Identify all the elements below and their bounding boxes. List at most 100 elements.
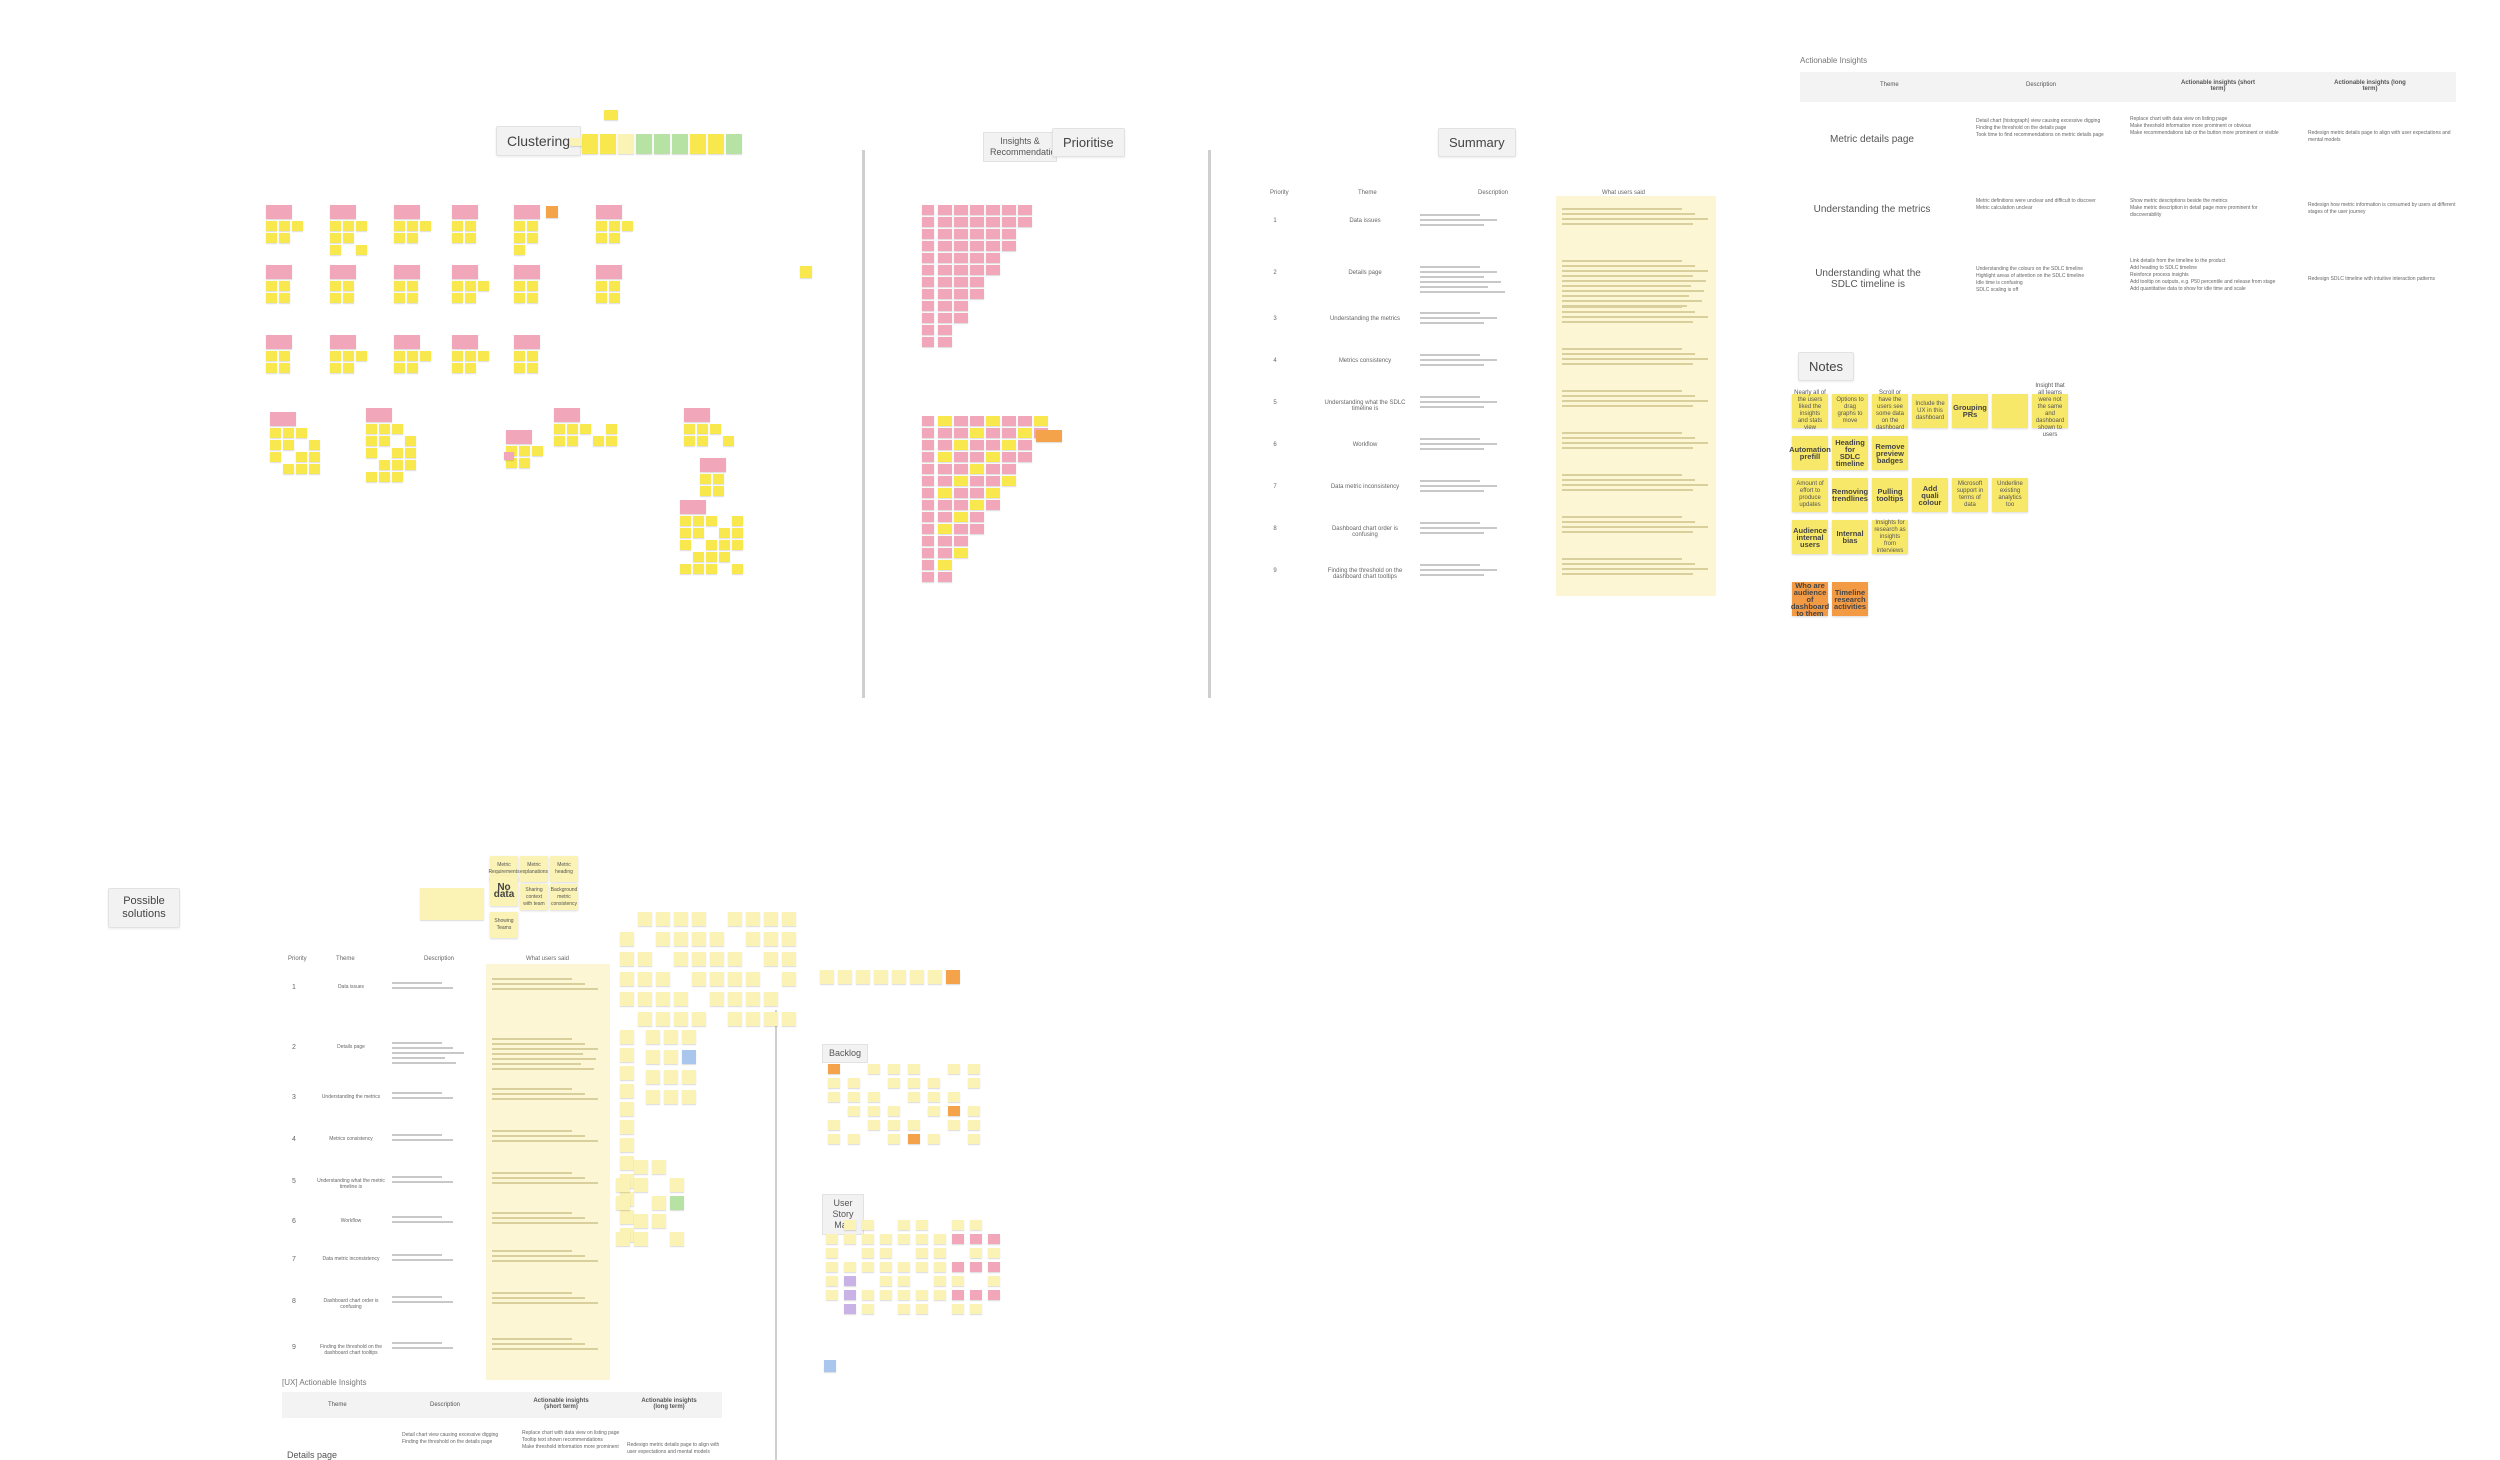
cluster-note[interactable] (697, 436, 708, 446)
cluster-note[interactable] (609, 221, 620, 231)
cluster-note[interactable] (266, 221, 277, 231)
prioritise-note[interactable] (922, 325, 934, 335)
prioritise-note[interactable] (954, 488, 968, 498)
prioritise-note[interactable] (922, 500, 934, 510)
cluster-note[interactable] (596, 221, 607, 231)
solution-note[interactable] (646, 1030, 660, 1044)
cluster-header[interactable] (270, 412, 296, 426)
cluster-note[interactable] (706, 540, 717, 550)
story-map-note[interactable] (880, 1248, 892, 1258)
notes-sticky[interactable]: Underline existing analytics too (1992, 478, 2028, 512)
solution-note[interactable] (670, 1232, 684, 1246)
story-map-note[interactable] (880, 1290, 892, 1300)
cluster-note[interactable] (693, 516, 704, 526)
prioritise-note[interactable] (986, 205, 1000, 215)
solution-note[interactable] (746, 932, 760, 946)
cluster-note[interactable] (465, 293, 476, 303)
story-map-note[interactable] (952, 1234, 964, 1244)
solution-note[interactable] (620, 952, 634, 966)
cluster-note[interactable] (366, 436, 377, 446)
story-map-note[interactable] (862, 1234, 874, 1244)
cluster-note[interactable] (379, 472, 390, 482)
story-map-note[interactable] (826, 1248, 838, 1258)
prioritise-note[interactable] (970, 241, 984, 251)
solution-note[interactable] (874, 970, 888, 984)
prioritise-note[interactable] (954, 464, 968, 474)
cluster-note[interactable] (514, 293, 525, 303)
prioritise-note[interactable] (938, 548, 952, 558)
backlog-note[interactable] (828, 1120, 840, 1130)
solution-note[interactable] (674, 932, 688, 946)
cluster-note[interactable] (609, 233, 620, 243)
prioritise-note[interactable] (938, 337, 952, 347)
solution-top-note[interactable]: Background metric consistency (550, 884, 578, 910)
prioritise-note[interactable] (954, 289, 968, 299)
cluster-note[interactable] (706, 564, 717, 574)
prioritise-note[interactable] (938, 265, 952, 275)
prioritise-note[interactable] (954, 205, 968, 215)
story-map-note[interactable] (826, 1290, 838, 1300)
solution-note[interactable] (652, 1214, 666, 1228)
story-map-note[interactable] (862, 1220, 874, 1230)
cluster-note[interactable] (693, 528, 704, 538)
cluster-note[interactable] (309, 464, 320, 474)
backlog-note[interactable] (848, 1078, 860, 1088)
cluster-note[interactable] (392, 460, 403, 470)
prioritise-note[interactable] (922, 217, 934, 227)
cluster-note[interactable] (452, 363, 463, 373)
backlog-note[interactable] (908, 1134, 920, 1144)
prioritise-note[interactable] (938, 205, 952, 215)
solution-note[interactable] (682, 1070, 696, 1084)
prioritise-note[interactable] (986, 428, 1000, 438)
prioritise-note[interactable] (986, 265, 1000, 275)
solution-note[interactable] (638, 952, 652, 966)
cluster-header[interactable] (680, 500, 706, 514)
story-map-note[interactable] (934, 1248, 946, 1258)
backlog-note[interactable] (948, 1092, 960, 1102)
solution-note[interactable] (820, 970, 834, 984)
cluster-note[interactable] (343, 351, 354, 361)
cluster-note[interactable] (343, 363, 354, 373)
story-map-note[interactable] (898, 1262, 910, 1272)
cluster-note[interactable] (700, 486, 711, 496)
cluster-note[interactable] (379, 460, 390, 470)
cluster-note[interactable] (684, 424, 695, 434)
cluster-note[interactable] (330, 245, 341, 255)
prioritise-note[interactable] (1018, 428, 1032, 438)
cluster-note[interactable] (706, 516, 717, 526)
backlog-note[interactable] (868, 1092, 880, 1102)
prioritise-note[interactable] (1018, 205, 1032, 215)
backlog-note[interactable] (968, 1106, 980, 1116)
cluster-note[interactable] (356, 221, 367, 231)
solution-note[interactable] (728, 992, 742, 1006)
cluster-note[interactable] (684, 436, 695, 446)
cluster-header[interactable] (266, 205, 292, 219)
cluster-header[interactable] (452, 265, 478, 279)
cluster-note[interactable] (356, 351, 367, 361)
story-map-note[interactable] (952, 1304, 964, 1314)
prioritise-note[interactable] (954, 476, 968, 486)
prioritise-note[interactable] (1036, 430, 1062, 442)
backlog-note[interactable] (908, 1120, 920, 1130)
strip-note[interactable] (636, 134, 652, 154)
backlog-note[interactable] (848, 1106, 860, 1116)
prioritise-note[interactable] (1018, 452, 1032, 462)
notes-sticky[interactable]: Remove preview badges (1872, 436, 1908, 470)
notes-sticky-orange[interactable]: Timeline research activities (1832, 582, 1868, 616)
prioritise-note[interactable] (938, 488, 952, 498)
prioritise-note[interactable] (1018, 440, 1032, 450)
prioritise-note[interactable] (1002, 416, 1016, 426)
cluster-note[interactable] (732, 540, 743, 550)
solution-note[interactable] (634, 1232, 648, 1246)
cluster-note[interactable] (596, 281, 607, 291)
prioritise-note[interactable] (970, 205, 984, 215)
story-map-note[interactable] (952, 1220, 964, 1230)
cluster-note[interactable] (407, 351, 418, 361)
prioritise-note[interactable] (922, 289, 934, 299)
cluster-note[interactable] (452, 293, 463, 303)
strip-note[interactable] (708, 134, 724, 154)
cluster-header[interactable] (266, 265, 292, 279)
story-map-note[interactable] (844, 1276, 856, 1286)
cluster-note[interactable] (527, 293, 538, 303)
cluster-note[interactable] (330, 351, 341, 361)
